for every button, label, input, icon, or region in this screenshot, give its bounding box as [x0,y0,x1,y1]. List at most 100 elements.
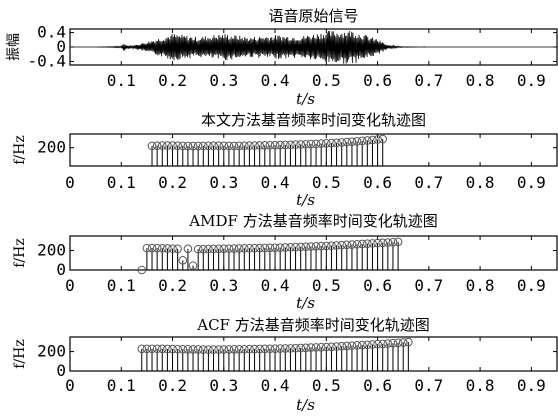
x-tick-label: 0.3 [209,173,238,192]
y-axis-label: f/Hz [12,339,28,368]
stem-marker [198,141,208,151]
y-tick-label: 0 [56,361,66,380]
x-tick-label: 0.1 [107,276,136,295]
stem-marker [347,341,357,350]
stem-marker [347,137,357,146]
x-tick-label: 0.5 [312,71,341,90]
stem-marker [168,141,177,150]
stem-marker [378,238,388,248]
stem-marker [147,141,157,151]
stem-marker [378,339,388,349]
stem-marker [137,265,147,275]
stem-marker [250,344,259,354]
stem-marker [229,141,239,151]
stem-marker [327,342,336,352]
stem-marker [255,243,264,253]
stem-marker [311,241,321,251]
x-tick-label: 0.9 [517,376,546,395]
stem-marker [322,241,331,251]
stem-marker [270,140,280,150]
x-tick-label: 0.4 [261,71,290,90]
stem-marker [368,239,377,248]
stem-marker [301,242,311,251]
stem-marker [265,243,275,253]
x-tick-label: 0.3 [209,276,238,295]
stem-marker [142,243,152,253]
stem-marker [275,140,285,150]
stem-marker [357,340,367,350]
stem-marker [301,139,311,149]
stem-marker [378,134,388,144]
stem-marker [188,261,198,270]
y-tick-label: 200 [37,241,66,260]
stem-marker [260,344,270,354]
stem-marker [311,139,321,149]
stem-marker [383,238,393,247]
stem-marker [214,244,223,254]
y-axis-label: f/Hz [12,135,28,164]
x-tick-label: 0.2 [158,276,187,295]
stem-marker [188,345,198,354]
stem-marker [255,141,264,150]
x-tick-label: 0.8 [466,376,495,395]
stem-marker [209,141,218,151]
stem-marker [234,244,244,253]
stem-marker [157,344,167,354]
x-tick-label: 0 [65,173,75,192]
x-tick-label: 0.5 [312,173,341,192]
stem-marker [322,342,331,352]
x-tick-label: 0.3 [209,376,238,395]
stem-marker [183,244,193,254]
stem-marker [198,244,208,254]
stem-marker [357,136,367,146]
x-tick-label: 0.6 [363,71,392,90]
stem-marker [281,344,290,353]
stem-marker [291,242,300,252]
x-tick-label: 0.2 [158,71,187,90]
stem-marker [363,136,372,145]
stem-marker [178,255,188,265]
stem-marker [224,244,234,253]
x-tick-label: 0.2 [158,173,187,192]
stem-marker [398,338,408,347]
stem-marker [178,344,188,354]
plot-frame [69,235,558,271]
stem-marker [214,141,223,151]
stem-marker [250,141,259,150]
stem-marker [157,243,167,253]
stem-marker [373,238,382,248]
stem-marker [137,344,147,354]
stem-marker [204,244,213,254]
plot-frame [69,336,558,372]
stem-marker [311,343,321,352]
stem-marker [301,343,311,353]
stem-marker [327,138,336,148]
stem-marker [270,243,280,253]
stem-marker [239,344,249,354]
stem-marker [275,344,285,353]
stem-marker [142,344,152,354]
stem-marker [173,344,182,354]
stem-marker [204,345,213,354]
x-tick-label: 0.4 [261,376,290,395]
stem-marker [393,338,403,348]
x-tick-label: 0 [65,376,75,395]
stem-marker [347,240,357,249]
x-axis-label: t/s [296,396,315,414]
stem-marker [368,135,377,145]
x-tick-label: 0.5 [312,376,341,395]
stem-marker [229,345,239,354]
y-tick-label: 200 [37,342,66,361]
x-tick-label: 0.3 [209,71,238,90]
x-tick-label: 0.1 [107,376,136,395]
stem-marker [260,141,270,150]
stem-marker [316,241,326,251]
stem-marker [193,244,203,254]
x-tick-label: 0.4 [261,276,290,295]
stem-marker [332,241,341,250]
x-tick-label: 0.8 [466,276,495,295]
x-tick-label: 0.6 [363,376,392,395]
plot-frame [69,133,558,167]
x-axis-label: t/s [296,294,315,312]
stem-marker [281,243,290,252]
